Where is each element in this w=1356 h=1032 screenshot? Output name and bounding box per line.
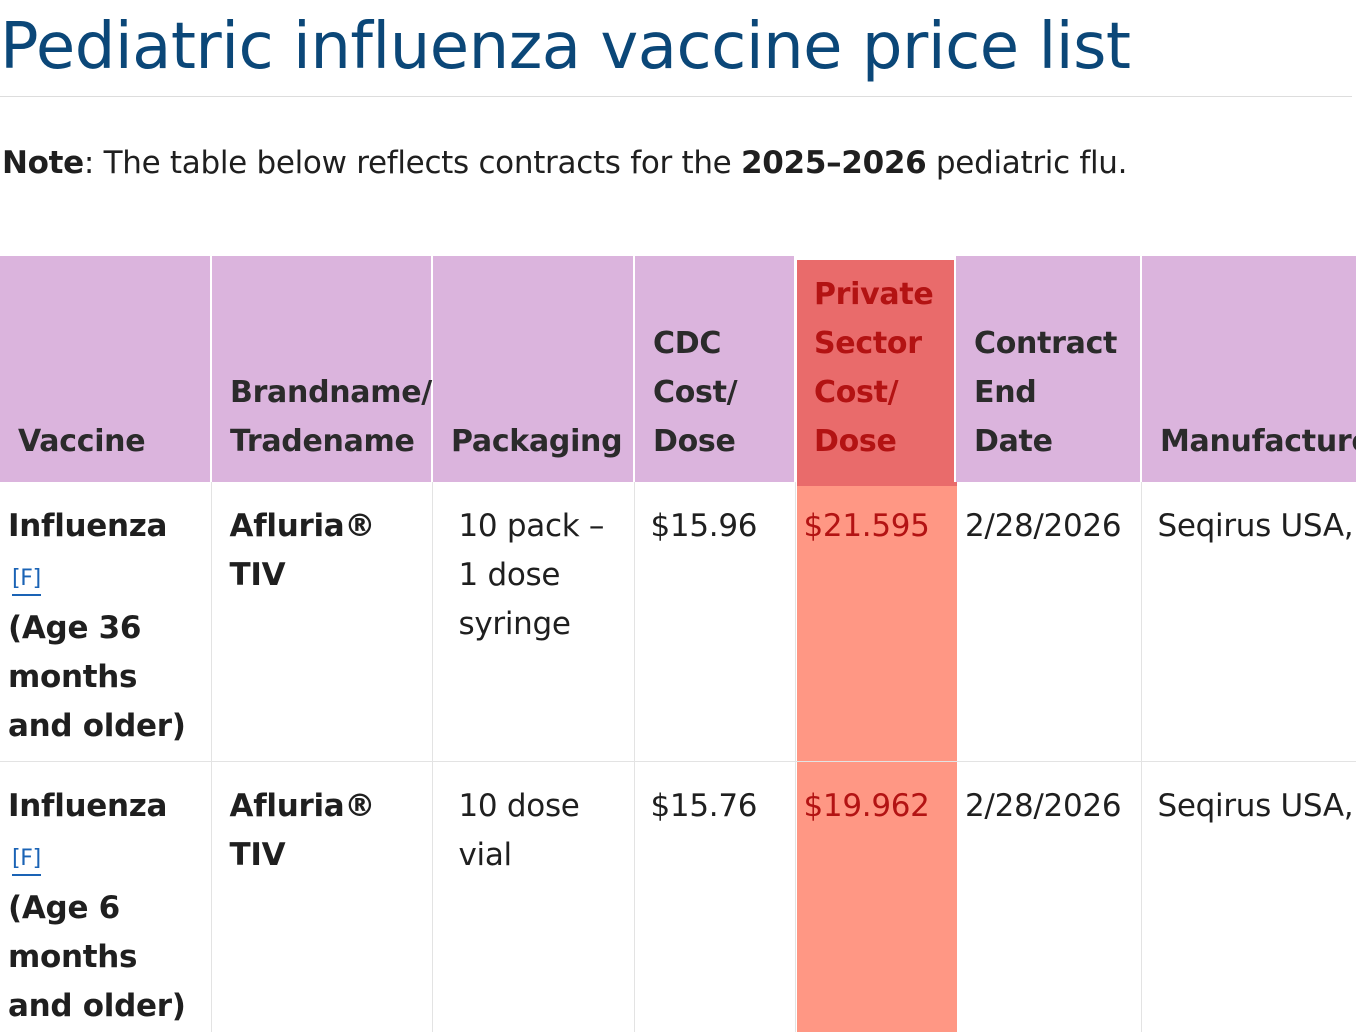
vaccine-name: Influenza (8, 787, 168, 824)
note-season: 2025–2026 (741, 145, 927, 181)
table-header-row: Vaccine Brandname/ Tradename Packaging C… (0, 256, 1356, 482)
end-date-cell: 2/28/2026 (955, 482, 1142, 762)
footnote-link[interactable]: [F] (12, 564, 41, 596)
footnote-link[interactable]: [F] (12, 844, 41, 876)
brand-cell: Afluria® TIV (211, 482, 433, 762)
brand-name: Afluria® TIV (229, 508, 376, 593)
end-date-cell: 2/28/2026 (955, 761, 1142, 1032)
vaccine-cell: Influenza [F] (Age 6 months and older) (0, 761, 212, 1032)
note-text-post: pediatric flu. (926, 145, 1128, 181)
header-end-date: Contract End Date (955, 256, 1142, 482)
brand-name: Afluria® TIV (229, 787, 376, 873)
age-note: (Age 36 months and older) (8, 610, 186, 744)
cdc-cost-cell: $15.76 (634, 761, 796, 1032)
note-label: Note (2, 145, 84, 181)
page-title: Pediatric influenza vaccine price list (0, 10, 1131, 84)
table-row: Influenza [F] (Age 36 months and older) … (0, 482, 1356, 762)
header-cdc-cost: CDC Cost/ Dose (634, 256, 796, 482)
vaccine-name: Influenza (8, 508, 168, 544)
header-vaccine: Vaccine (0, 256, 212, 482)
private-cost-cell: $19.962 (795, 761, 955, 1032)
vaccine-price-table: Vaccine Brandname/ Tradename Packaging C… (0, 256, 1356, 1032)
note-text-pre: : The table below reflects contracts for… (83, 145, 742, 181)
vaccine-cell: Influenza [F] (Age 36 months and older) (0, 482, 212, 762)
table-row: Influenza [F] (Age 6 months and older) A… (0, 761, 1356, 1032)
age-note: (Age 6 months and older) (8, 889, 186, 1024)
title-divider (0, 96, 1352, 97)
header-packaging: Packaging (432, 256, 635, 482)
header-manufacturer: Manufacturer (1141, 256, 1356, 482)
manufacturer-cell: Seqirus USA, (1141, 761, 1356, 1032)
header-brand: Brandname/ Tradename (211, 256, 433, 482)
brand-cell: Afluria® TIV (211, 761, 433, 1032)
packaging-cell: 10 pack – 1 dose syringe (432, 482, 635, 762)
header-private-cost: Private Sector Cost/ Dose (795, 256, 956, 482)
private-cost-cell: $21.595 (795, 482, 955, 762)
cdc-cost-cell: $15.96 (634, 482, 796, 762)
packaging-cell: 10 dose vial (432, 761, 635, 1032)
manufacturer-cell: Seqirus USA, (1141, 482, 1356, 762)
table-note: Note: The table below reflects contracts… (2, 145, 1128, 181)
